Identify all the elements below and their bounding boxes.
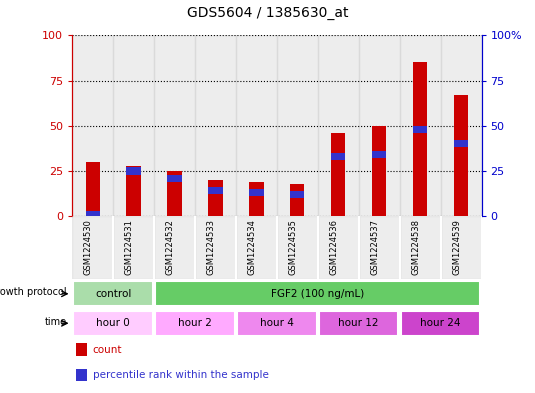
Text: GSM1224538: GSM1224538: [411, 219, 420, 275]
Text: GSM1224530: GSM1224530: [83, 219, 93, 275]
Bar: [359, 35, 400, 216]
Bar: [86, 162, 100, 216]
Bar: [400, 216, 441, 279]
Bar: [155, 281, 480, 306]
Bar: [154, 216, 195, 279]
Bar: [290, 191, 304, 198]
Text: GSM1224535: GSM1224535: [288, 219, 297, 275]
Bar: [413, 126, 427, 133]
Bar: [154, 35, 195, 216]
Bar: [236, 35, 277, 216]
Bar: [372, 126, 386, 216]
Text: GSM1224539: GSM1224539: [452, 219, 461, 275]
Bar: [77, 343, 87, 356]
Text: GSM1224531: GSM1224531: [125, 219, 134, 275]
Text: hour 24: hour 24: [421, 318, 461, 328]
Bar: [331, 133, 346, 216]
Text: GSM1224536: GSM1224536: [329, 219, 338, 275]
Bar: [331, 153, 346, 160]
Bar: [277, 35, 318, 216]
Bar: [372, 151, 386, 158]
Text: GSM1224533: GSM1224533: [207, 219, 216, 275]
Bar: [318, 35, 359, 216]
Bar: [454, 140, 468, 147]
Text: GSM1224537: GSM1224537: [370, 219, 379, 275]
Bar: [72, 216, 113, 279]
Bar: [290, 184, 304, 216]
Bar: [400, 35, 441, 216]
Text: hour 0: hour 0: [96, 318, 130, 328]
Bar: [86, 211, 100, 218]
Bar: [249, 182, 264, 216]
Text: time: time: [44, 317, 66, 327]
Text: count: count: [93, 345, 122, 355]
Bar: [208, 180, 223, 216]
Bar: [73, 311, 153, 336]
Text: hour 4: hour 4: [260, 318, 294, 328]
Bar: [126, 165, 141, 216]
Bar: [441, 35, 482, 216]
Bar: [195, 35, 236, 216]
Text: FGF2 (100 ng/mL): FGF2 (100 ng/mL): [271, 289, 364, 299]
Bar: [413, 62, 427, 216]
Bar: [441, 216, 482, 279]
Bar: [155, 311, 235, 336]
Bar: [359, 216, 400, 279]
Bar: [454, 95, 468, 216]
Bar: [195, 216, 236, 279]
Bar: [236, 216, 277, 279]
Text: hour 12: hour 12: [339, 318, 379, 328]
Text: growth protocol: growth protocol: [0, 287, 66, 297]
Bar: [401, 311, 480, 336]
Bar: [113, 216, 154, 279]
Bar: [72, 35, 113, 216]
Bar: [249, 189, 264, 196]
Bar: [237, 311, 317, 336]
Bar: [77, 369, 87, 381]
Text: hour 2: hour 2: [178, 318, 212, 328]
Bar: [113, 35, 154, 216]
Bar: [73, 281, 153, 306]
Bar: [167, 174, 182, 182]
Text: percentile rank within the sample: percentile rank within the sample: [93, 370, 269, 380]
Bar: [277, 216, 318, 279]
Bar: [208, 187, 223, 195]
Bar: [319, 311, 399, 336]
Bar: [126, 167, 141, 174]
Text: GSM1224534: GSM1224534: [247, 219, 256, 275]
Text: control: control: [95, 289, 131, 299]
Bar: [318, 216, 359, 279]
Text: GDS5604 / 1385630_at: GDS5604 / 1385630_at: [187, 6, 348, 20]
Text: GSM1224532: GSM1224532: [165, 219, 174, 275]
Bar: [167, 171, 182, 216]
